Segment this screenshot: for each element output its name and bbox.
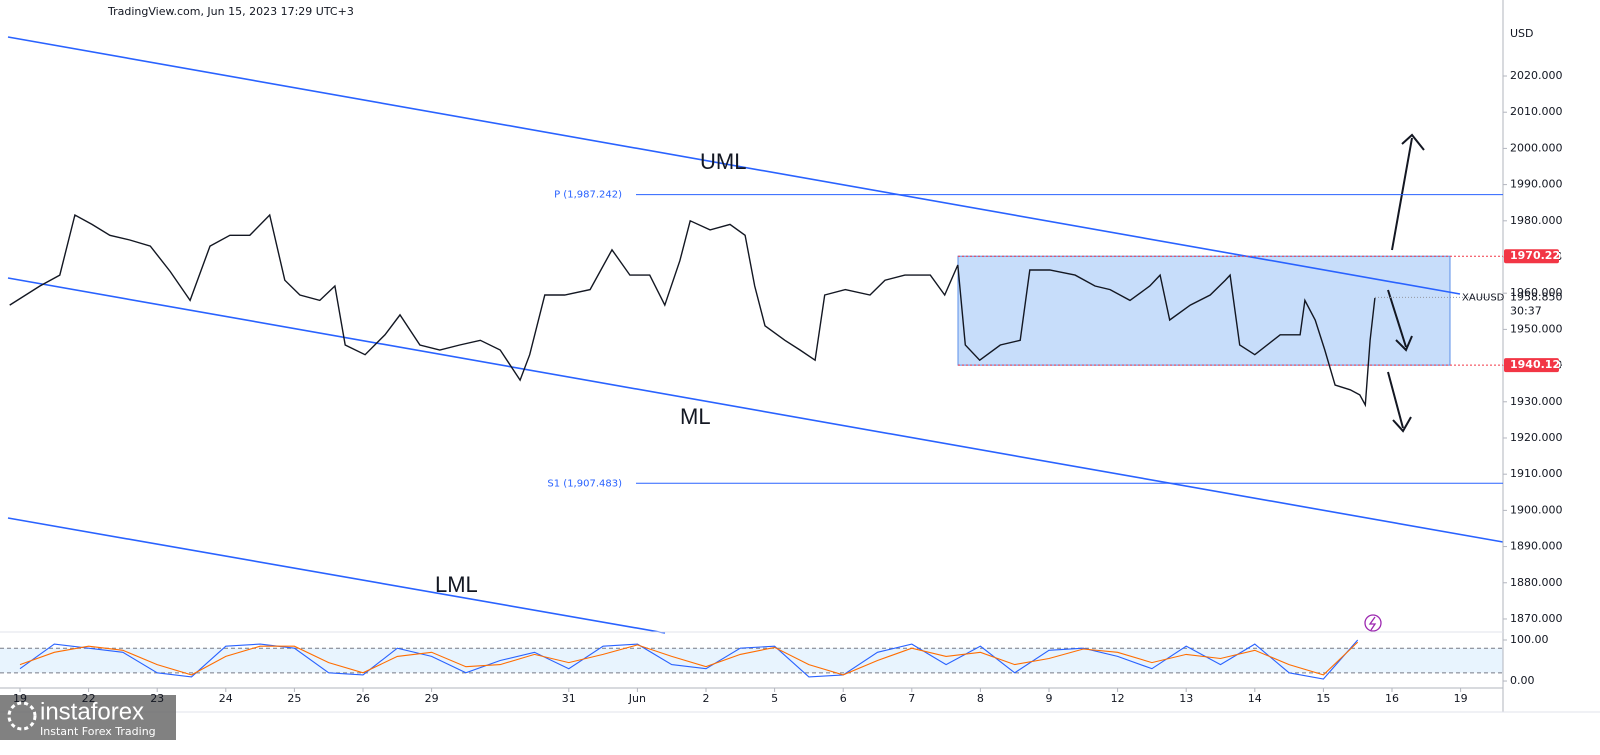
logo-tagline: Instant Forex Trading <box>40 725 156 738</box>
series-line <box>19 641 1359 676</box>
x-tick-label: 24 <box>219 692 233 705</box>
x-tick-label: 9 <box>1046 692 1053 705</box>
range-level-label: 1940.125 <box>1510 358 1568 371</box>
uml-line <box>7 36 1461 295</box>
alert-icon <box>1364 614 1382 632</box>
x-tick-label: 26 <box>356 692 370 705</box>
y-tick-label: 1910.000 <box>1510 467 1563 480</box>
y-tick-label: 2020.000 <box>1510 69 1563 82</box>
range-level-tag <box>1504 358 1559 373</box>
x-tick-label: 2 <box>703 692 710 705</box>
range-level-label: 1970.220 <box>1510 249 1568 262</box>
annotation: UML <box>700 149 746 174</box>
last-price-label: 1958.850 <box>1510 290 1563 303</box>
y-tick-label: 1870.000 <box>1510 612 1563 625</box>
range-box <box>957 255 1451 366</box>
axis-unit: USD <box>1510 27 1534 40</box>
logo-box <box>0 695 176 740</box>
x-tick-label: 29 <box>425 692 439 705</box>
x-tick-label: 16 <box>1385 692 1399 705</box>
x-tick-label: Jun <box>628 692 646 705</box>
x-tick-label: 31 <box>562 692 576 705</box>
annotation: LML <box>435 572 478 597</box>
x-tick-label: 25 <box>287 692 301 705</box>
y-tick-label: 100.00 <box>1510 633 1549 646</box>
pivot-label: S1 (1,907.483) <box>547 478 622 489</box>
x-tick-label: 22 <box>82 692 96 705</box>
y-tick-label: 1960.000 <box>1510 286 1563 299</box>
x-tick-label: 6 <box>840 692 847 705</box>
logo-brand: instaforex <box>40 698 144 725</box>
y-tick-label: 1930.000 <box>1510 395 1563 408</box>
symbol-label: XAUUSD <box>1462 292 1505 303</box>
y-tick-label: 1900.000 <box>1510 503 1563 516</box>
y-tick-label: 1980.000 <box>1510 214 1563 227</box>
x-tick-label: 15 <box>1316 692 1330 705</box>
pivot-label: P (1,987.242) <box>554 190 622 201</box>
x-tick-label: 19 <box>13 692 27 705</box>
alert-icon-bolt <box>1368 616 1377 631</box>
ml-line <box>7 277 1504 543</box>
series-line <box>19 639 1359 680</box>
y-tick-label: 1950.000 <box>1510 322 1563 335</box>
x-tick-label: 23 <box>150 692 164 705</box>
arrow-up <box>1391 133 1425 251</box>
x-tick-label: 12 <box>1111 692 1125 705</box>
y-tick-label: 0.00 <box>1510 674 1535 687</box>
annotation: ML <box>680 404 711 429</box>
arrow-down <box>1387 371 1412 433</box>
y-tick-label: 2000.000 <box>1510 141 1563 154</box>
y-tick-label: 1880.000 <box>1510 576 1563 589</box>
x-tick-label: 5 <box>771 692 778 705</box>
x-tick-label: 8 <box>977 692 984 705</box>
x-tick-label: 14 <box>1248 692 1262 705</box>
arrows <box>1387 133 1425 433</box>
y-tick-label: 1920.000 <box>1510 431 1563 444</box>
logo-icon <box>7 701 37 731</box>
y-tick-label: 2010.000 <box>1510 105 1563 118</box>
y-tick-label: 1990.000 <box>1510 178 1563 191</box>
x-tick-label: 19 <box>1454 692 1468 705</box>
header: TradingView.com, Jun 15, 2023 17:29 UTC+… <box>107 5 354 18</box>
series-line <box>9 213 1376 408</box>
x-tick-label: 13 <box>1179 692 1193 705</box>
countdown: 30:37 <box>1510 304 1542 317</box>
range-level-tag <box>1504 249 1559 264</box>
lml-line <box>7 517 666 634</box>
x-tick-label: 7 <box>908 692 915 705</box>
y-tick-label: 1890.000 <box>1510 540 1563 553</box>
arrow-down <box>1387 289 1413 352</box>
